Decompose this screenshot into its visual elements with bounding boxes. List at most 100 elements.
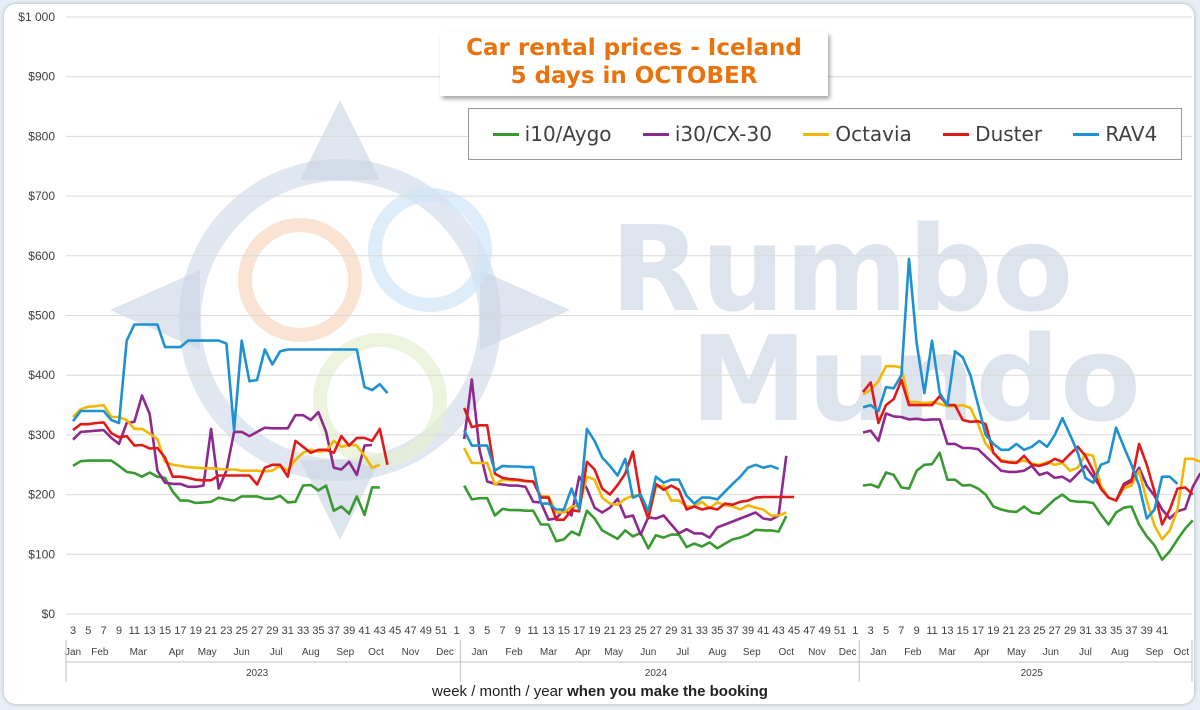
x-week-tick: 45 bbox=[788, 625, 800, 637]
watermark-compass-point bbox=[480, 270, 570, 350]
y-tick-label: $300 bbox=[28, 428, 55, 442]
y-tick-label: $1 000 bbox=[18, 10, 55, 24]
x-month-label: Jan bbox=[471, 647, 487, 658]
x-axis-title-part: week / month / year bbox=[432, 683, 568, 700]
x-week-tick: 9 bbox=[515, 625, 521, 637]
x-week-tick: 33 bbox=[1095, 625, 1107, 637]
x-month-label: Oct bbox=[779, 647, 795, 658]
series-line-rav4 bbox=[862, 257, 1179, 520]
x-week-tick: 37 bbox=[1125, 625, 1137, 637]
x-week-tick: 7 bbox=[499, 625, 505, 637]
x-week-tick: 31 bbox=[1079, 625, 1091, 637]
watermark-compass-point bbox=[110, 270, 200, 350]
x-month-label: Jul bbox=[1079, 647, 1092, 658]
x-week-tick: 17 bbox=[573, 625, 585, 637]
legend-swatch bbox=[642, 132, 669, 136]
series-line-duster bbox=[72, 421, 389, 486]
x-week-tick: 23 bbox=[1018, 625, 1030, 637]
watermark-compass-point bbox=[300, 460, 380, 540]
x-week-tick: 43 bbox=[773, 625, 785, 637]
x-week-tick: 5 bbox=[85, 625, 91, 637]
x-week-tick: 39 bbox=[343, 625, 355, 637]
x-week-tick: 11 bbox=[129, 625, 140, 637]
x-week-tick: 45 bbox=[389, 625, 401, 637]
series-line-duster bbox=[462, 407, 794, 522]
x-week-tick: 19 bbox=[987, 625, 999, 637]
y-tick-label: $600 bbox=[28, 249, 55, 263]
legend-swatch bbox=[492, 132, 519, 136]
x-year-label: 2024 bbox=[645, 668, 668, 679]
x-week-tick: 9 bbox=[116, 625, 122, 637]
chart-title-box: Car rental prices - Iceland 5 days in OC… bbox=[440, 32, 828, 96]
x-week-tick: 41 bbox=[358, 625, 370, 637]
x-month-label: Apr bbox=[974, 647, 990, 658]
series-line-octavia bbox=[72, 403, 381, 473]
x-week-tick: 29 bbox=[266, 625, 278, 637]
legend-swatch bbox=[943, 132, 970, 136]
x-week-tick: 21 bbox=[604, 625, 616, 637]
x-week-tick: 11 bbox=[527, 625, 538, 637]
series-line-duster bbox=[861, 378, 1194, 526]
x-week-tick: 51 bbox=[435, 625, 447, 637]
x-week-tick: 19 bbox=[588, 625, 600, 637]
x-week-tick: 13 bbox=[144, 625, 156, 637]
legend-swatch bbox=[1073, 132, 1100, 136]
x-week-tick: 33 bbox=[297, 625, 309, 637]
x-week-tick: 17 bbox=[972, 625, 984, 637]
x-month-label: Sep bbox=[1146, 647, 1164, 658]
x-month-label: Aug bbox=[708, 647, 726, 658]
x-month-label: Jan bbox=[870, 647, 886, 658]
x-month-label: Nov bbox=[808, 647, 826, 658]
x-week-tick: 49 bbox=[819, 625, 831, 637]
x-week-tick: 27 bbox=[1049, 625, 1061, 637]
x-month-label: Jul bbox=[270, 647, 283, 658]
x-week-tick: 15 bbox=[159, 625, 171, 637]
x-week-tick: 15 bbox=[558, 625, 570, 637]
watermark-arc bbox=[238, 218, 362, 342]
x-week-tick: 7 bbox=[101, 625, 107, 637]
y-tick-label: $800 bbox=[28, 129, 55, 143]
y-tick-label: $400 bbox=[28, 368, 55, 382]
x-week-tick: 5 bbox=[883, 625, 889, 637]
x-week-tick: 9 bbox=[914, 625, 920, 637]
x-month-label: Nov bbox=[402, 647, 420, 658]
x-month-label: Jan bbox=[65, 647, 81, 658]
gridlines bbox=[66, 16, 1192, 615]
x-week-tick: 37 bbox=[726, 625, 738, 637]
x-month-label: Apr bbox=[169, 647, 185, 658]
x-week-tick: 25 bbox=[1033, 625, 1045, 637]
x-week-tick: 1 bbox=[852, 625, 858, 637]
x-week-tick: 21 bbox=[1003, 625, 1015, 637]
x-month-label: May bbox=[1007, 647, 1026, 658]
x-week-tick: 3 bbox=[868, 625, 874, 637]
x-month-label: Mar bbox=[540, 647, 558, 658]
x-week-tick: 43 bbox=[374, 625, 386, 637]
legend-label: i10/Aygo bbox=[524, 122, 612, 146]
x-week-tick: 25 bbox=[236, 625, 248, 637]
y-axis: $0 $100 $200 $300 $400 $500 $600 $700 $800 $900 $1… bbox=[18, 10, 55, 621]
x-axis: 3 5 7 9 11 13 15 17 19 21 23 25 27 29 31 33 35 37 39 41 43 45… bbox=[65, 625, 1193, 682]
legend-item-octavia: Octavia bbox=[803, 122, 912, 146]
watermark-compass-point bbox=[300, 100, 380, 180]
x-week-tick: 23 bbox=[220, 625, 232, 637]
x-week-tick: 11 bbox=[926, 625, 937, 637]
chart-title: Car rental prices - Iceland bbox=[466, 35, 802, 61]
x-month-label: Feb bbox=[91, 647, 109, 658]
x-month-label: Aug bbox=[1111, 647, 1129, 658]
x-week-tick: 37 bbox=[328, 625, 340, 637]
x-week-tick: 49 bbox=[420, 625, 432, 637]
x-month-label: Mar bbox=[939, 647, 957, 658]
x-week-tick: 31 bbox=[282, 625, 294, 637]
series-line-i10-aygo bbox=[463, 484, 788, 550]
legend-item-duster: Duster bbox=[943, 122, 1042, 146]
y-tick-label: $500 bbox=[28, 309, 55, 323]
x-month-label: Mar bbox=[130, 647, 148, 658]
x-week-tick: 31 bbox=[680, 625, 692, 637]
x-month-label: May bbox=[198, 647, 217, 658]
x-month-label: Jun bbox=[1043, 647, 1059, 658]
y-tick-label: $700 bbox=[28, 189, 55, 203]
x-week-tick: 39 bbox=[742, 625, 754, 637]
y-tick-label: $200 bbox=[28, 488, 55, 502]
x-week-tick: 25 bbox=[634, 625, 646, 637]
